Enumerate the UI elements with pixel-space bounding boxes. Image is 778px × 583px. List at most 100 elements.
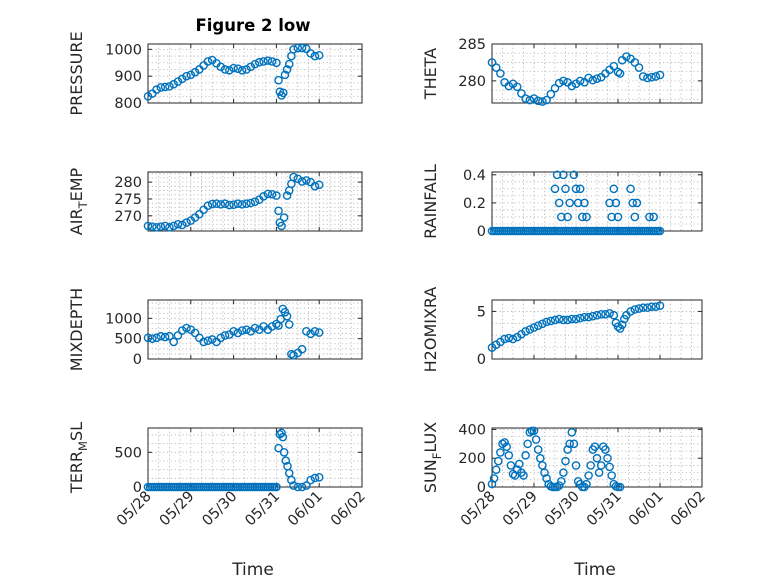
data-point [559,468,568,477]
data-point [540,468,549,477]
data-point [613,67,623,77]
y-tick-label: 200 [458,451,486,467]
data-point [531,435,541,444]
data-point [160,332,170,342]
data-point [314,328,324,337]
data-point [259,191,268,201]
data-point [580,312,589,322]
x-tick-label: 05/29 [500,489,541,530]
y-axis-label: TERRMSL [67,422,90,494]
data-point [504,333,514,343]
data-point [272,58,281,68]
y-tick-label: 280 [114,175,142,191]
data-point [156,222,166,231]
data-point [263,56,273,65]
data-point [573,198,583,208]
data-point [173,219,183,229]
data-point [567,81,577,91]
data-point [277,221,286,231]
data-point [617,320,627,330]
data-point [272,319,281,329]
data-point [242,65,251,74]
data-point [643,73,652,83]
data-point [306,49,315,58]
data-point [542,317,551,327]
y-axis-label: MIXDEPTH [67,288,86,371]
data-point [152,222,161,232]
data-point [229,327,238,336]
data-point [165,82,174,91]
data-point [186,70,196,80]
data-point [190,328,200,338]
data-point [538,97,547,106]
data-point [216,333,226,343]
data-point [220,199,230,208]
subplot-2: 280 285 THETA [421,37,703,106]
data-point [237,200,247,209]
data-point [169,337,178,347]
data-point [297,177,307,186]
data-point [272,191,281,200]
y-tick-label: 0 [133,480,142,496]
data-point [622,52,631,61]
data-point [521,451,530,460]
data-point [554,78,564,88]
data-point [575,313,585,323]
data-point [592,453,602,463]
data-point [279,213,289,222]
data-point [274,443,283,453]
data-point [278,432,288,442]
data-point [649,212,659,222]
data-point [263,189,273,199]
data-point [229,200,238,210]
data-point [233,199,243,208]
data-point [504,81,514,91]
data-point [282,65,292,74]
data-point [152,85,161,94]
data-point [173,77,183,86]
data-point [525,428,535,437]
data-point [651,72,661,81]
y-tick-label: 275 [114,192,142,208]
data-point [182,323,191,333]
data-point [246,198,256,208]
data-point [274,75,283,85]
data-point [615,482,625,492]
data-point [512,82,522,92]
data-point [143,333,153,343]
data-point [177,326,187,335]
data-point [630,305,640,314]
x-tick-label: 06/02 [328,489,369,530]
data-point [287,475,296,485]
data-point [571,184,581,194]
data-point [609,61,619,71]
data-point [284,320,294,329]
data-point [578,212,587,222]
data-point [177,220,187,230]
data-point [491,465,501,475]
data-point [638,303,648,312]
data-point [182,71,191,81]
axes-box [147,43,363,104]
data-point [310,181,320,191]
data-point [487,479,497,489]
y-tick-label: 1000 [105,42,142,58]
data-point [557,476,566,486]
data-point [561,456,570,466]
data-point [554,481,564,490]
data-point [605,309,614,318]
data-point [246,62,256,72]
data-point [195,209,204,219]
data-point [310,473,320,483]
data-point [552,482,562,492]
data-point [586,461,596,470]
data-point [242,199,251,208]
y-axis-label: RAINFALL [421,164,440,239]
data-point [297,43,307,53]
data-point [282,191,292,200]
y-tick-label: 900 [114,69,142,85]
data-point [207,335,217,344]
data-point [220,331,230,340]
data-point [655,70,665,80]
